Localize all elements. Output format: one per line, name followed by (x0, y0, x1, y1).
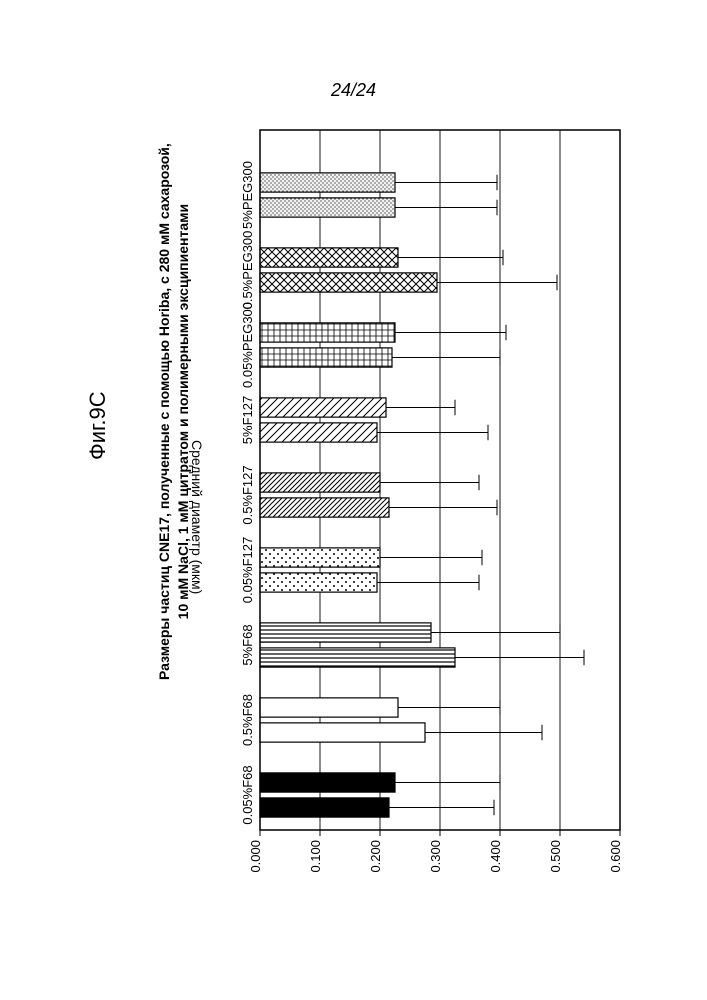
svg-text:0.5%PEG300: 0.5%PEG300 (240, 231, 255, 310)
svg-text:0.400: 0.400 (488, 840, 503, 873)
svg-text:0.05%F127: 0.05%F127 (240, 537, 255, 604)
svg-text:0.5%F68: 0.5%F68 (240, 694, 255, 746)
svg-text:5%F127: 5%F127 (240, 396, 255, 444)
bar-chart: 0.000 0.100 0.200 0.300 0.400 0.500 0.600 0.05%… (220, 120, 650, 940)
svg-text:0.300: 0.300 (428, 840, 443, 873)
svg-text:0.05%PEG300: 0.05%PEG300 (240, 302, 255, 388)
svg-text:0.500: 0.500 (548, 840, 563, 873)
svg-text:0.100: 0.100 (308, 840, 323, 873)
svg-text:5%PEG300: 5%PEG300 (240, 161, 255, 229)
svg-text:0.200: 0.200 (368, 840, 383, 873)
page-number: 24/24 (0, 80, 707, 101)
chart-title: Размеры частиц CNE17, полученные с помощ… (155, 143, 193, 680)
y-axis-label: Средний диаметр (мкм) (189, 440, 205, 594)
figure-label: Фиг.9C (85, 391, 111, 460)
svg-text:0.600: 0.600 (608, 840, 623, 873)
svg-text:0.000: 0.000 (248, 840, 263, 873)
svg-text:0.05%F68: 0.05%F68 (240, 765, 255, 824)
svg-text:5%F68: 5%F68 (240, 624, 255, 665)
svg-text:0.5%F127: 0.5%F127 (240, 465, 255, 524)
